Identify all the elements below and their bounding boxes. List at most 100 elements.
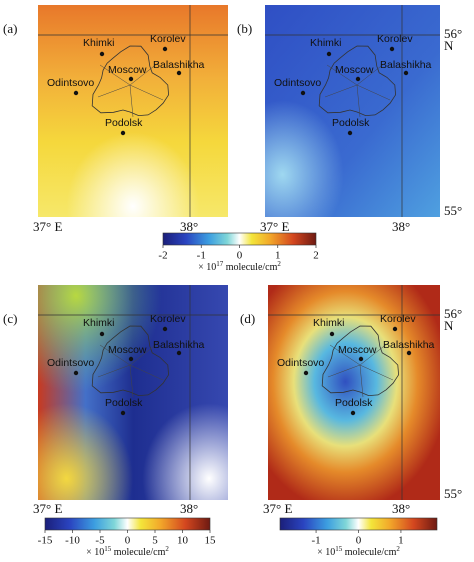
city-dot [162, 46, 168, 52]
city-dot [120, 130, 126, 136]
unit-part: × 10 [317, 547, 335, 558]
panel-label: (c) [3, 311, 17, 326]
lon-label: 38° [392, 219, 410, 234]
lon-label: 38° [180, 219, 198, 234]
colorbar [279, 517, 438, 531]
colorbar-tick-label: 10 [177, 535, 189, 547]
city-label: Khimki [83, 37, 115, 49]
colorbar-tick-label: 15 [205, 535, 217, 547]
city-label: Moscow [338, 344, 377, 356]
colorbar-unit: × 1017 molecule/cm2 [198, 260, 281, 274]
city-dot [389, 46, 395, 52]
city-dot [350, 410, 356, 416]
colorbar [44, 517, 211, 531]
city-label: Odintsovo [274, 77, 321, 89]
field-d [268, 285, 440, 500]
city-dot [329, 331, 335, 337]
unit-part: 2 [277, 260, 281, 268]
colorbar-tick-label: 0 [356, 535, 362, 547]
city-label: Korolev [377, 33, 413, 45]
city-dot [162, 326, 168, 332]
city-label: Korolev [380, 313, 416, 325]
colorbar-unit: × 1015 molecule/cm2 [317, 545, 400, 559]
city-label: Balashikha [380, 59, 432, 71]
colorbar-tick-label: -10 [65, 535, 80, 547]
unit-part: 2 [396, 545, 400, 553]
city-dot [176, 70, 182, 76]
unit-part: 15 [335, 545, 343, 553]
lat-label: 56° [444, 306, 462, 321]
city-label: Podolsk [105, 117, 143, 129]
city-label: Moscow [108, 64, 147, 76]
city-label: Khimki [310, 37, 342, 49]
lat-label: 56° [444, 26, 462, 41]
colorbar-tick-label: -15 [38, 535, 53, 547]
city-dot [73, 90, 79, 96]
city-dot [358, 356, 364, 362]
lon-label: 37° E [260, 219, 289, 234]
lon-label: 37° E [263, 501, 292, 516]
city-dot [326, 51, 332, 57]
lat-label: N [444, 318, 454, 333]
city-label: Podolsk [105, 397, 143, 409]
city-dot [392, 326, 398, 332]
city-label: Podolsk [332, 117, 370, 129]
district-lines [327, 342, 394, 398]
city-label: Korolev [150, 33, 186, 45]
panel-label: (b) [237, 21, 252, 36]
lon-label: 38° [180, 501, 198, 516]
district-lines [97, 342, 164, 398]
field-c-glow [38, 285, 228, 500]
city-dot [347, 130, 353, 136]
city-dot [73, 370, 79, 376]
colorbar [162, 232, 317, 246]
panel-label: (d) [240, 311, 255, 326]
city-dot [120, 410, 126, 416]
city-label: Podolsk [335, 397, 373, 409]
city-dot [303, 370, 309, 376]
city-label: Odintsovo [277, 357, 324, 369]
colorbar-tick-label: -1 [197, 250, 206, 262]
colorbar-tick-label: 5 [152, 535, 158, 547]
city-outline [321, 325, 400, 397]
city-label: Balashikha [383, 339, 435, 351]
maps [38, 5, 440, 500]
unit-part: molecule/cm [342, 547, 396, 558]
city-label: Balashikha [153, 339, 205, 351]
colorbar-unit: × 1015 molecule/cm2 [86, 545, 169, 559]
colorbar-tick-label: -1 [311, 535, 320, 547]
district-lines [324, 62, 391, 118]
colorbar-tick-label: -5 [95, 535, 105, 547]
city-dot [406, 350, 412, 356]
unit-part: 17 [216, 260, 224, 268]
city-dot [355, 76, 361, 82]
city-dot [403, 70, 409, 76]
city-dot [99, 331, 105, 337]
city-dot [176, 350, 182, 356]
city-label: Khimki [83, 317, 115, 329]
city-label: Odintsovo [47, 77, 94, 89]
city-dot [128, 356, 134, 362]
colorbar-tick-label: 1 [275, 250, 281, 262]
panel-label: (a) [3, 21, 17, 36]
lon-label: 38° [392, 501, 410, 516]
city-label: Korolev [150, 313, 186, 325]
city-label: Moscow [108, 344, 147, 356]
colorbar-tick-label: 0 [237, 250, 243, 262]
city-dot [128, 76, 134, 82]
city-outline [91, 45, 170, 117]
city-dot [99, 51, 105, 57]
city-dot [300, 90, 306, 96]
city-label: Odintsovo [47, 357, 94, 369]
city-outline [91, 325, 170, 397]
city-label: Moscow [335, 64, 374, 76]
lat-label: N [444, 38, 454, 53]
city-outline [318, 45, 397, 117]
lat-label: 55° [444, 203, 462, 218]
colorbar-tick-label: 1 [398, 535, 404, 547]
colorbar-tick-label: 0 [125, 535, 131, 547]
city-label: Balashikha [153, 59, 205, 71]
lon-label: 37° E [33, 501, 62, 516]
unit-part: × 10 [198, 262, 216, 273]
